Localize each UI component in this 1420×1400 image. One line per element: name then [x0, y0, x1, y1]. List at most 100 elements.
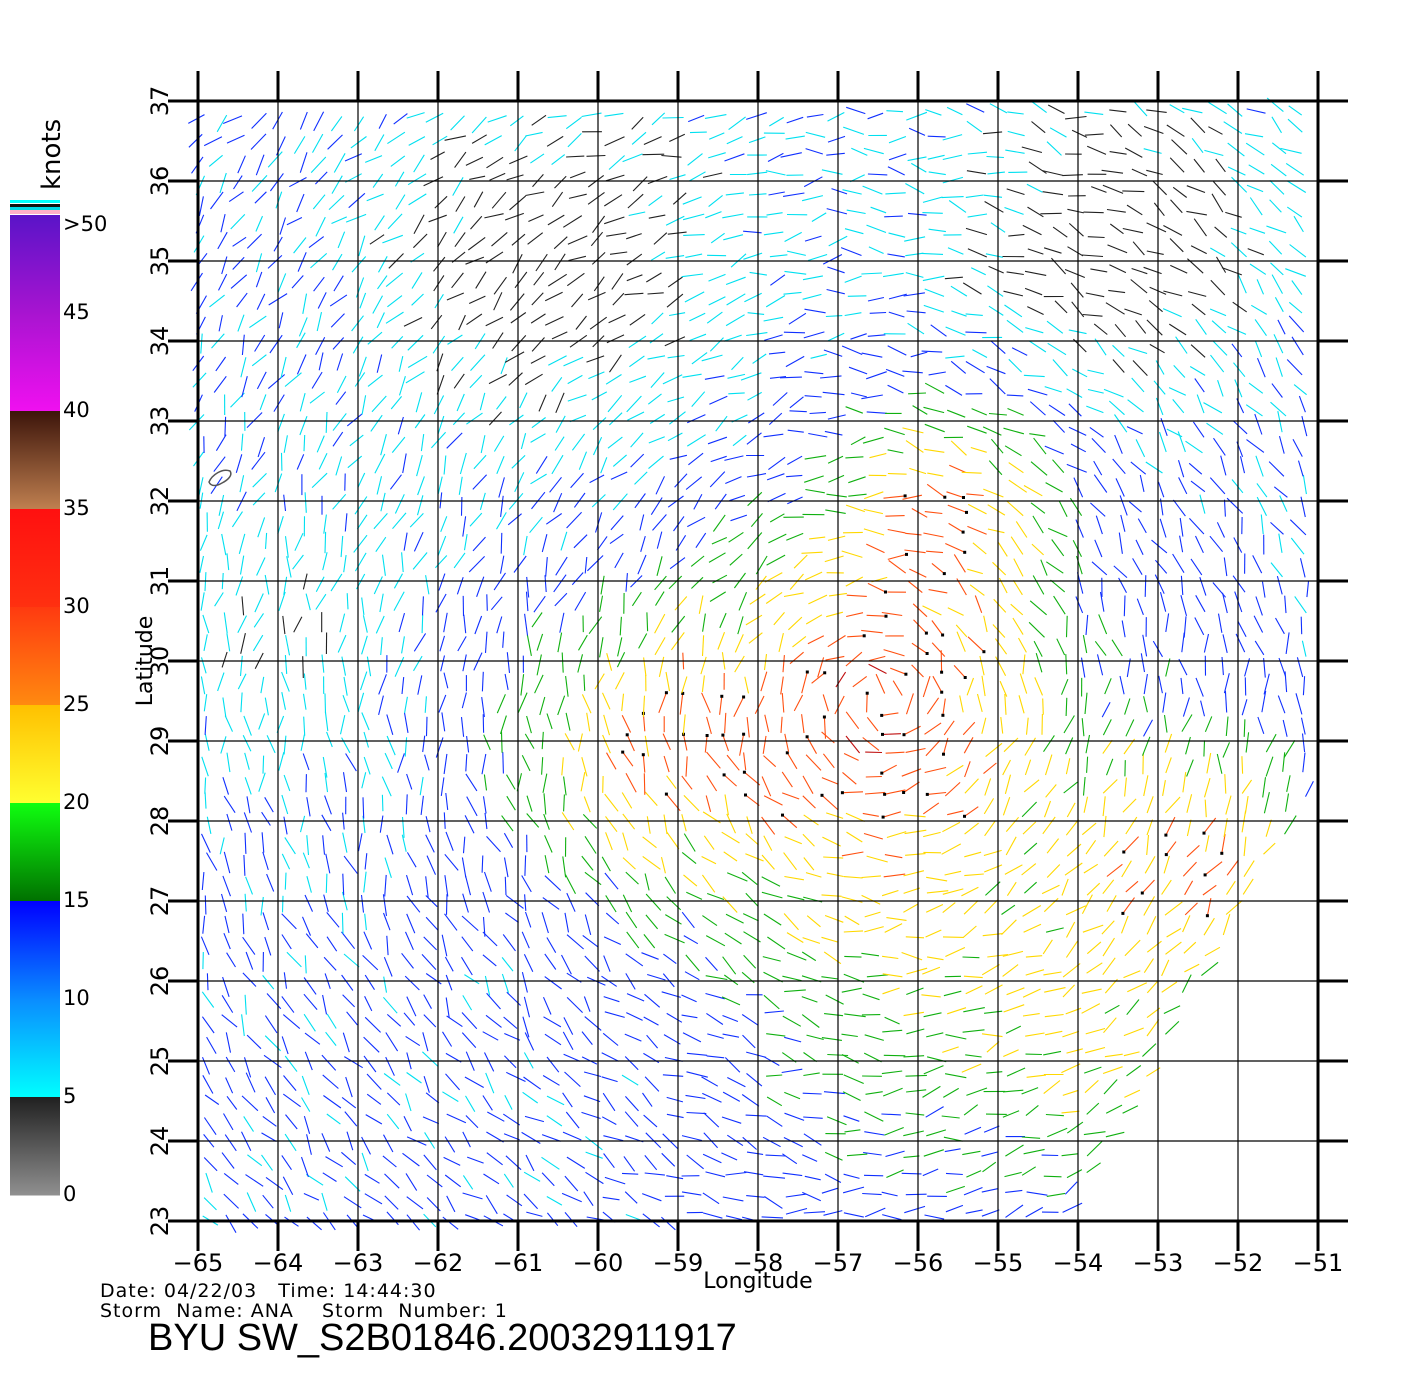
wind-vector: [466, 313, 483, 326]
wind-vector: [1222, 742, 1231, 758]
wind-vector: [262, 755, 265, 774]
wind-vector: [237, 155, 246, 174]
wind-vector: [1146, 940, 1162, 953]
wind-vector: [1244, 796, 1249, 814]
wind-vector: [1188, 518, 1205, 535]
rain-flag-marker: [965, 510, 968, 514]
wind-vector: [862, 436, 884, 444]
wind-vector: [1124, 777, 1127, 797]
wind-vector: [1052, 226, 1068, 238]
wind-vector: [803, 1116, 823, 1119]
wind-vector: [691, 391, 706, 407]
wind-vector: [789, 410, 807, 413]
wind-vector: [1025, 327, 1044, 334]
wind-vector: [553, 236, 568, 250]
wind-vector: [1065, 115, 1087, 120]
wind-vector: [887, 345, 907, 356]
wind-vector: [426, 855, 437, 875]
wind-vector: [782, 792, 800, 800]
wind-vector: [946, 764, 964, 777]
wind-vector: [1225, 716, 1229, 737]
colorbar-band: [10, 803, 60, 902]
wind-vector: [566, 155, 585, 158]
colorbar-band: [10, 607, 60, 706]
wind-vector: [768, 351, 786, 355]
wind-vector: [629, 375, 647, 383]
wind-vector: [373, 576, 383, 595]
wind-vector: [1023, 923, 1042, 933]
wind-vector: [1123, 970, 1141, 979]
wind-vector: [1000, 717, 1004, 734]
wind-vector: [726, 872, 748, 882]
wind-vector: [1118, 532, 1123, 554]
wind-vector: [649, 413, 665, 424]
wind-vector: [304, 894, 314, 912]
wind-vector: [710, 232, 725, 244]
wind-vector: [555, 415, 566, 433]
wind-vector: [1182, 697, 1190, 717]
wind-vector: [1003, 1004, 1025, 1013]
wind-vector: [406, 895, 421, 913]
wind-vector: [1210, 354, 1225, 373]
wind-vector: [1004, 206, 1024, 215]
rain-flag-marker: [942, 752, 945, 756]
wind-vector: [1284, 793, 1290, 812]
rain-flag-marker: [742, 695, 746, 699]
wind-vector: [363, 871, 367, 893]
wind-vector: [1024, 270, 1047, 276]
wind-vector: [1210, 279, 1226, 296]
wind-vector: [1249, 197, 1263, 216]
wind-vector: [630, 453, 645, 468]
wind-vector: [342, 772, 348, 793]
wind-vector: [1086, 882, 1101, 896]
wind-vector: [770, 274, 786, 286]
wind-vector: [803, 331, 825, 339]
wind-vector: [240, 357, 247, 378]
wind-vector: [881, 611, 903, 617]
wind-vector: [395, 194, 406, 210]
wind-vector: [640, 535, 646, 552]
wind-vector: [565, 676, 569, 697]
wind-vector: [684, 291, 705, 303]
wind-vector: [866, 371, 887, 380]
wind-vector: [361, 772, 367, 789]
wind-vector: [646, 612, 649, 632]
wind-vector: [681, 1014, 698, 1019]
wind-vector: [1163, 715, 1168, 733]
wind-vector: [1064, 862, 1083, 876]
wind-vector: [305, 933, 319, 949]
wind-vector: [923, 532, 944, 538]
wind-vector: [1186, 759, 1194, 777]
wind-vector: [1190, 117, 1206, 134]
wind-vector: [603, 955, 611, 972]
wind-vector: [1086, 756, 1089, 773]
wind-vector: [1031, 543, 1044, 556]
wind-vector: [604, 872, 619, 890]
wind-vector: [422, 1032, 429, 1052]
wind-vector: [262, 912, 270, 931]
wind-vector: [500, 532, 503, 554]
wind-vector: [499, 555, 505, 574]
wind-vector: [401, 552, 404, 573]
wind-vector: [386, 935, 389, 956]
wind-vector: [863, 1151, 882, 1156]
wind-vector: [383, 1073, 401, 1086]
wind-vector: [1032, 575, 1045, 595]
wind-vector: [609, 412, 623, 426]
wind-vector: [847, 295, 867, 297]
wind-vector: [723, 234, 744, 241]
wind-vector: [402, 1152, 420, 1167]
wind-vector: [802, 1154, 818, 1162]
wind-vector: [1271, 142, 1287, 155]
wind-vector: [577, 733, 583, 752]
wind-vector: [802, 937, 821, 944]
wind-vector: [201, 833, 211, 853]
wind-vector: [1163, 1005, 1181, 1014]
wind-vector: [862, 1192, 882, 1196]
wind-vector: [761, 776, 772, 797]
wind-vector: [482, 954, 497, 967]
wind-vector: [1300, 616, 1303, 635]
wind-vector: [1146, 1019, 1160, 1037]
wind-vector: [1286, 206, 1303, 218]
wind-vector: [444, 875, 449, 897]
